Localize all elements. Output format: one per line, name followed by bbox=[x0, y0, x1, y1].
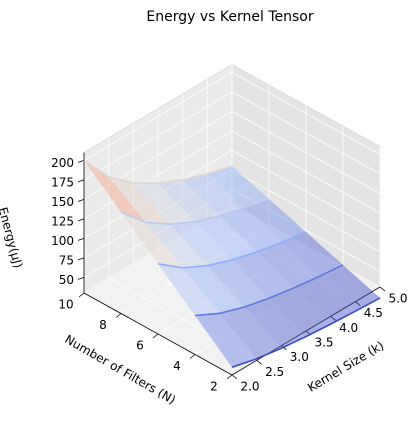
tick-mark bbox=[115, 313, 122, 318]
z-tick-label: 75 bbox=[59, 253, 74, 267]
z-tick-label: 150 bbox=[51, 195, 74, 209]
contour-line bbox=[231, 297, 381, 368]
x-tick-label: 4.0 bbox=[339, 321, 358, 335]
surface-patch bbox=[293, 276, 356, 325]
tick-mark bbox=[189, 354, 196, 359]
tick-mark bbox=[355, 301, 361, 306]
y-tick-label: 8 bbox=[99, 318, 107, 332]
surface-patch bbox=[207, 166, 269, 209]
y-tick-label: 10 bbox=[58, 298, 73, 312]
grid-line bbox=[231, 91, 381, 175]
x-tick-label: 2.0 bbox=[240, 380, 259, 394]
surface-patch bbox=[133, 183, 195, 225]
contour-line bbox=[157, 231, 307, 269]
surface-patch bbox=[145, 222, 208, 268]
surface-patch bbox=[182, 265, 245, 314]
surface-patch bbox=[219, 306, 282, 359]
grid-line bbox=[83, 150, 233, 239]
surface-patch bbox=[281, 231, 343, 277]
x-tick-label: 4.5 bbox=[364, 306, 383, 320]
tick-mark bbox=[77, 277, 85, 280]
y-tick-label: 2 bbox=[210, 380, 218, 394]
grid-line bbox=[231, 72, 381, 155]
grid-line bbox=[157, 245, 307, 335]
tick-mark bbox=[379, 286, 386, 292]
x-axis bbox=[231, 286, 381, 376]
grid-line bbox=[83, 189, 233, 278]
y-tick-label: 4 bbox=[173, 359, 181, 373]
tick-mark bbox=[77, 218, 85, 222]
surface-patch bbox=[256, 242, 319, 289]
surface-patch bbox=[170, 221, 232, 266]
tick-mark bbox=[330, 316, 336, 321]
grid-line bbox=[231, 169, 381, 253]
surface-patch bbox=[182, 173, 245, 216]
contour-line bbox=[120, 198, 270, 226]
z-tick-label: 100 bbox=[51, 234, 74, 248]
surface-patch bbox=[207, 259, 269, 307]
surface-patch bbox=[244, 198, 306, 243]
grid-line bbox=[83, 204, 233, 294]
y-axis-label: Number of Filters (N) bbox=[62, 332, 178, 407]
grid-line bbox=[231, 130, 381, 214]
tick-mark bbox=[77, 199, 85, 202]
surface-patch bbox=[232, 251, 294, 299]
x-tick-label: 5.0 bbox=[388, 292, 407, 306]
tick-mark bbox=[152, 333, 159, 339]
chart-title: Energy vs Kernel Tensor bbox=[146, 9, 313, 25]
surface-patch bbox=[244, 298, 306, 349]
contour-line bbox=[194, 264, 344, 317]
z-axis-label: Energy(μJ) bbox=[0, 206, 25, 270]
tick-mark bbox=[231, 374, 238, 380]
surface-patch bbox=[158, 179, 220, 222]
surface-patch bbox=[108, 176, 171, 225]
surface-patch bbox=[219, 208, 282, 252]
grid-line bbox=[120, 225, 270, 314]
tick-mark bbox=[256, 360, 262, 365]
grid-line bbox=[194, 266, 344, 355]
surface-patch bbox=[318, 264, 380, 312]
tick-mark bbox=[77, 238, 85, 241]
z-tick-label: 125 bbox=[51, 214, 74, 228]
z-tick-label: 50 bbox=[59, 273, 74, 287]
grid-line bbox=[83, 111, 233, 200]
grid-line bbox=[83, 130, 233, 220]
z-tick-label: 175 bbox=[51, 175, 74, 189]
grid-line bbox=[83, 169, 233, 259]
grid-line bbox=[231, 150, 381, 233]
grid-line bbox=[231, 111, 381, 194]
z-tick-label: 200 bbox=[51, 156, 74, 170]
surface-patch bbox=[121, 212, 183, 268]
tick-mark bbox=[78, 292, 85, 298]
surface-patch bbox=[195, 215, 257, 260]
grid-line bbox=[83, 72, 233, 161]
surface-patch bbox=[84, 160, 146, 223]
tick-mark bbox=[77, 257, 85, 261]
grid-line bbox=[83, 91, 233, 181]
y-tick-label: 6 bbox=[136, 339, 144, 353]
x-tick-label: 3.0 bbox=[290, 350, 309, 364]
x-tick-label: 2.5 bbox=[265, 365, 284, 379]
surface-patch bbox=[158, 263, 220, 316]
tick-mark bbox=[226, 374, 233, 380]
surface-patch bbox=[195, 313, 257, 368]
y-axis bbox=[83, 292, 233, 376]
tick-mark bbox=[77, 179, 85, 183]
x-tick-label: 3.5 bbox=[314, 336, 333, 350]
tick-mark bbox=[77, 160, 85, 163]
surface-patch bbox=[269, 288, 331, 337]
contour-line bbox=[83, 159, 233, 185]
